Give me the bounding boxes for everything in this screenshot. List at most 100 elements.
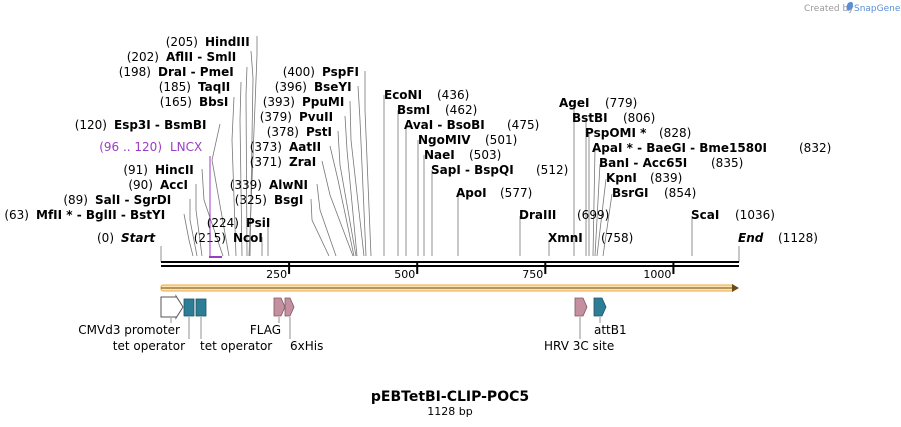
leader-sali bbox=[189, 199, 198, 257]
site-name: AgeI bbox=[559, 96, 589, 110]
site-pos: (699) bbox=[577, 208, 609, 222]
site-pos: (501) bbox=[485, 133, 517, 147]
site-pos: (503) bbox=[469, 148, 501, 162]
site-pos: (1036) bbox=[735, 208, 775, 222]
leader-mfii bbox=[183, 213, 194, 257]
site-name: HincII bbox=[155, 163, 194, 177]
brand-name: SnapGene bbox=[854, 4, 901, 14]
site-name: NgoMIV bbox=[418, 133, 471, 147]
site-name: EcoNI bbox=[384, 88, 422, 102]
features: CMVd3 promoter tet operator tet operator… bbox=[78, 294, 627, 353]
ruler-tick-label: 750 bbox=[522, 268, 543, 281]
site-name: BbsI bbox=[199, 95, 228, 109]
feature-label-hrv-3c-site: HRV 3C site bbox=[544, 339, 614, 353]
site-pos: (832) bbox=[799, 141, 831, 155]
site-name: KpnI bbox=[606, 171, 637, 185]
leader-bani bbox=[594, 163, 601, 257]
site-name: BsmI bbox=[397, 103, 430, 117]
leader-bsrgi bbox=[602, 193, 613, 257]
backbone-top-strand bbox=[161, 261, 739, 263]
site-name: DraI - PmeI bbox=[158, 65, 234, 79]
site-name: ScaI bbox=[691, 208, 719, 222]
site-pos: (371) bbox=[250, 155, 282, 169]
site-pos: (378) bbox=[267, 125, 299, 139]
site-name: ApaI * - BaeGI - Bme1580I bbox=[592, 141, 767, 155]
site-pos: (90) bbox=[128, 178, 153, 192]
snapgene-logo-icon bbox=[846, 1, 853, 11]
site-pos: (198) bbox=[119, 65, 151, 79]
brand-prefix: Created by bbox=[804, 4, 854, 14]
site-pos: (577) bbox=[500, 186, 532, 200]
site-pos: (854) bbox=[664, 186, 696, 200]
site-pos: (205) bbox=[166, 35, 198, 49]
backbone bbox=[161, 261, 739, 267]
site-name: NcoI bbox=[233, 231, 263, 245]
plasmid-name: pEBTetBI-CLIP-POC5 bbox=[371, 389, 529, 405]
site-pos: (475) bbox=[507, 118, 539, 132]
leader-psti bbox=[337, 130, 357, 257]
hrv-3c-site-arrow bbox=[574, 297, 588, 317]
site-pos: (91) bbox=[123, 163, 148, 177]
orf-annotation: (96 .. 120) LNCX bbox=[99, 140, 222, 258]
leader-hindiii bbox=[248, 36, 258, 257]
site-pos: (224) bbox=[207, 216, 239, 230]
site-pos: (202) bbox=[127, 50, 159, 64]
site-name: BseYI bbox=[314, 80, 352, 94]
feature-label-cmvd3-promoter: CMVd3 promoter bbox=[78, 323, 180, 337]
sequence-ends: (0) Start End (1128) bbox=[97, 231, 818, 262]
site-name: PspFI bbox=[322, 65, 359, 79]
site-pos: (779) bbox=[605, 96, 637, 110]
site-pos: (339) bbox=[230, 178, 262, 192]
end-pos: (1128) bbox=[778, 231, 818, 245]
site-pos: (462) bbox=[445, 103, 477, 117]
site-name: XmnI bbox=[548, 231, 583, 245]
site-name: ApoI bbox=[456, 186, 487, 200]
leader-alwni bbox=[316, 183, 337, 257]
site-name: PstI bbox=[306, 125, 332, 139]
leader-esp3i bbox=[211, 123, 230, 257]
feature-label-6xhis: 6xHis bbox=[290, 339, 323, 353]
leader-pvuii bbox=[344, 115, 358, 257]
tet-operator-box-1 bbox=[183, 298, 195, 317]
site-name: AccI bbox=[160, 178, 188, 192]
leader-zrai bbox=[321, 160, 354, 257]
cmvd3-promoter-arrow bbox=[160, 294, 184, 320]
orf-range: (96 .. 120) bbox=[99, 140, 162, 154]
tet-operator-box-2 bbox=[195, 298, 207, 317]
site-name: BstBI bbox=[572, 111, 608, 125]
site-pos: (325) bbox=[235, 193, 267, 207]
site-name: SalI - SgrDI bbox=[95, 193, 171, 207]
feature-label-attb1: attB1 bbox=[594, 323, 627, 337]
site-pos: (512) bbox=[536, 163, 568, 177]
ruler-tick-label: 500 bbox=[394, 268, 415, 281]
leader-ppumi bbox=[349, 100, 365, 257]
plasmid-length: 1128 bp bbox=[427, 405, 472, 418]
ruler-ticks: 250 500 750 1000 bbox=[266, 262, 675, 281]
leader-drai bbox=[245, 66, 248, 257]
site-name: Esp3I - BsmBI bbox=[114, 118, 206, 132]
leader-aflii bbox=[249, 50, 254, 257]
site-pos: (436) bbox=[437, 88, 469, 102]
site-leader-lines bbox=[183, 36, 693, 257]
flag-tag-arrow bbox=[273, 297, 286, 317]
site-name: NaeI bbox=[424, 148, 455, 162]
start-pos: (0) bbox=[97, 231, 114, 245]
feature-label-flag: FLAG bbox=[250, 323, 281, 337]
site-name: MfII * - BglII - BstYI bbox=[36, 208, 165, 222]
site-pos: (839) bbox=[650, 171, 682, 185]
end-label: End bbox=[738, 231, 764, 245]
site-pos: (835) bbox=[711, 156, 743, 170]
site-name: SapI - BspQI bbox=[431, 163, 514, 177]
site-pos: (828) bbox=[659, 126, 691, 140]
snapgene-brand: Created by SnapGene bbox=[804, 1, 901, 14]
site-pos: (393) bbox=[263, 95, 295, 109]
site-pos: (89) bbox=[63, 193, 88, 207]
leader-hincii bbox=[201, 168, 224, 257]
6xhis-tag-arrow bbox=[284, 297, 295, 317]
leader-pspfi bbox=[364, 71, 372, 257]
restriction-site-labels: (205) HindIII (202) AflII - SmlI (198) D… bbox=[4, 35, 831, 245]
site-pos: (806) bbox=[623, 111, 655, 125]
leader-bsgi bbox=[310, 198, 330, 257]
attb1-arrow bbox=[593, 297, 607, 317]
